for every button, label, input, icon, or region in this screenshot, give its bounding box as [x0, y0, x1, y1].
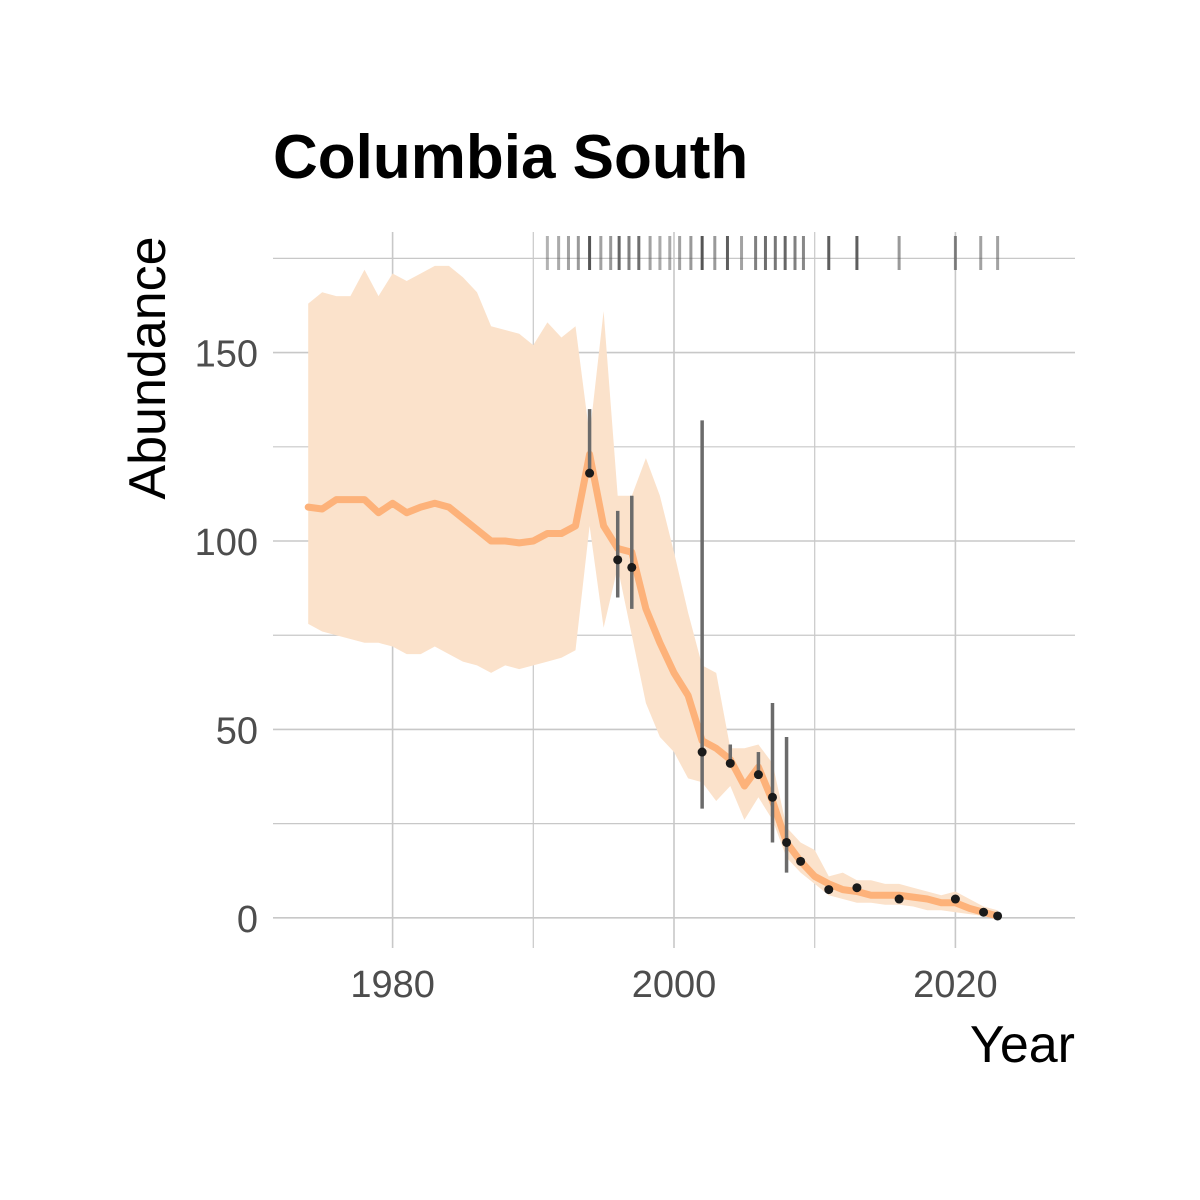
- observation-point: [824, 885, 834, 895]
- y-tick-label: 50: [216, 710, 258, 752]
- observation-point: [697, 747, 707, 757]
- confidence-ribbon-layer: [308, 265, 998, 918]
- error-bar-layer: [587, 409, 789, 873]
- chart-title: Columbia South: [273, 123, 748, 192]
- x-axis-title: Year: [970, 1016, 1075, 1074]
- observation-point: [979, 907, 989, 917]
- confidence-ribbon: [308, 265, 998, 918]
- y-tick-label: 150: [195, 334, 258, 376]
- observation-point: [613, 555, 623, 565]
- x-tick-label: 2000: [632, 964, 717, 1006]
- observation-point: [767, 792, 777, 802]
- x-tick-label: 1980: [350, 964, 435, 1006]
- observation-point: [782, 837, 792, 847]
- x-tick-labels: 1980 2000 2020: [350, 964, 997, 1006]
- estimate-line: [304, 450, 1002, 920]
- observation-point: [852, 883, 862, 893]
- observation-point: [627, 562, 637, 572]
- observation-point: [753, 770, 763, 780]
- x-tick-label: 2020: [913, 964, 998, 1006]
- observation-point: [725, 758, 735, 768]
- observation-point: [585, 468, 595, 478]
- observation-point: [796, 856, 806, 866]
- survey-rug-layer: [545, 236, 1000, 270]
- y-tick-label: 100: [195, 522, 258, 564]
- y-tick-labels: 0 50 100 150: [195, 334, 258, 941]
- observation-point: [894, 894, 904, 904]
- observation-point: [950, 894, 960, 904]
- y-tick-label: 0: [237, 899, 258, 941]
- observation-point-layer: [585, 468, 1003, 921]
- estimate-line-layer: [304, 450, 1002, 920]
- y-axis-title: Abundance: [119, 236, 177, 499]
- observation-point: [993, 911, 1003, 921]
